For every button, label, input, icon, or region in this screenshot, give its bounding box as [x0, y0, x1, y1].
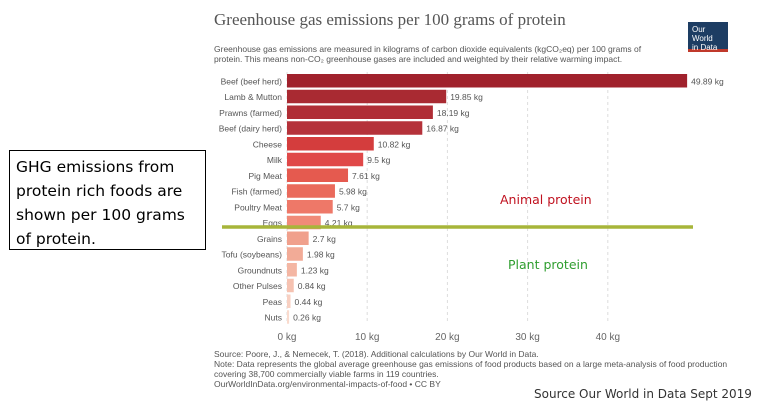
- logo-line-2: in Data: [692, 43, 718, 52]
- value-label: 10.82 kg: [378, 139, 411, 149]
- category-label: Prawns (farmed): [219, 108, 282, 118]
- category-label: Groundnuts: [238, 265, 282, 275]
- value-label: 0.44 kg: [295, 297, 323, 307]
- category-label: Beef (dairy herd): [219, 124, 282, 134]
- animal-protein-label: Animal protein: [500, 192, 592, 207]
- value-label: 7.61 kg: [352, 171, 380, 181]
- category-label: Eggs: [263, 218, 282, 228]
- bar: [287, 152, 364, 167]
- bar: [287, 121, 423, 135]
- value-label: 49.89 kg: [691, 76, 724, 86]
- category-label: Fish (farmed): [231, 187, 282, 197]
- category-label: Tofu (soybeans): [222, 250, 283, 260]
- bar: [287, 263, 297, 277]
- value-label: 2.7 kg: [313, 234, 336, 244]
- note-box: GHG emissions from protein rich foods ar…: [9, 150, 206, 250]
- value-label: 19.85 kg: [450, 92, 483, 102]
- bar: [287, 105, 433, 119]
- category-label: Lamb & Mutton: [224, 92, 282, 102]
- value-label: 1.98 kg: [307, 250, 335, 260]
- value-label: 5.98 kg: [339, 187, 367, 197]
- bar: [287, 200, 333, 214]
- bar: [287, 168, 349, 182]
- owid-logo[interactable]: Our World in Data: [688, 22, 728, 52]
- x-tick-label: 10 kg: [355, 332, 379, 343]
- logo-line-1: Our World: [692, 25, 713, 43]
- source-line: Source: Poore, J., & Nemecek, T. (2018).…: [214, 349, 539, 359]
- source-link[interactable]: OurWorldInData.org/environmental-impacts…: [214, 379, 441, 389]
- value-label: 0.26 kg: [293, 313, 321, 323]
- value-label: 9.5 kg: [367, 155, 390, 165]
- value-label: 1.23 kg: [301, 265, 329, 275]
- x-tick-label: 40 kg: [596, 332, 620, 343]
- footer-source: Source Our World in Data Sept 2019: [534, 387, 752, 401]
- x-tick-label: 0 kg: [278, 332, 297, 343]
- category-label: Other Pulses: [233, 281, 282, 291]
- category-label: Cheese: [253, 139, 283, 149]
- bar: [287, 278, 294, 293]
- bar: [287, 74, 688, 88]
- note-line: Note: Data represents the global average…: [214, 359, 728, 369]
- value-label: 5.7 kg: [337, 202, 360, 212]
- x-tick-label: 20 kg: [435, 332, 459, 343]
- category-label: Beef (beef herd): [221, 76, 283, 86]
- chart-title: Greenhouse gas emissions per 100 grams o…: [214, 10, 566, 29]
- bar: [287, 294, 291, 308]
- chart-subtitle: Greenhouse gas emissions are measured in…: [214, 44, 642, 64]
- bar: [287, 89, 447, 104]
- category-label: Poultry Meat: [234, 202, 282, 212]
- category-label: Pig Meat: [248, 171, 282, 181]
- category-label: Peas: [263, 297, 282, 307]
- bar: [287, 137, 374, 151]
- bar: [287, 247, 303, 261]
- category-label: Nuts: [265, 313, 282, 323]
- bar: [287, 231, 309, 245]
- category-label: Grains: [257, 234, 282, 244]
- value-label: 16.87 kg: [426, 124, 459, 134]
- plant-protein-label: Plant protein: [508, 257, 588, 272]
- bar: [287, 310, 290, 324]
- note-line-continued: covering 38,700 commercially viable farm…: [214, 369, 439, 379]
- category-label: Milk: [267, 155, 283, 165]
- x-tick-label: 30 kg: [515, 332, 539, 343]
- value-label: 18.19 kg: [437, 108, 470, 118]
- value-label: 4.21 kg: [325, 218, 353, 228]
- value-label: 0.84 kg: [298, 281, 326, 291]
- bar: [287, 184, 335, 198]
- source-notes: Source: Poore, J., & Nemecek, T. (2018).…: [214, 349, 734, 389]
